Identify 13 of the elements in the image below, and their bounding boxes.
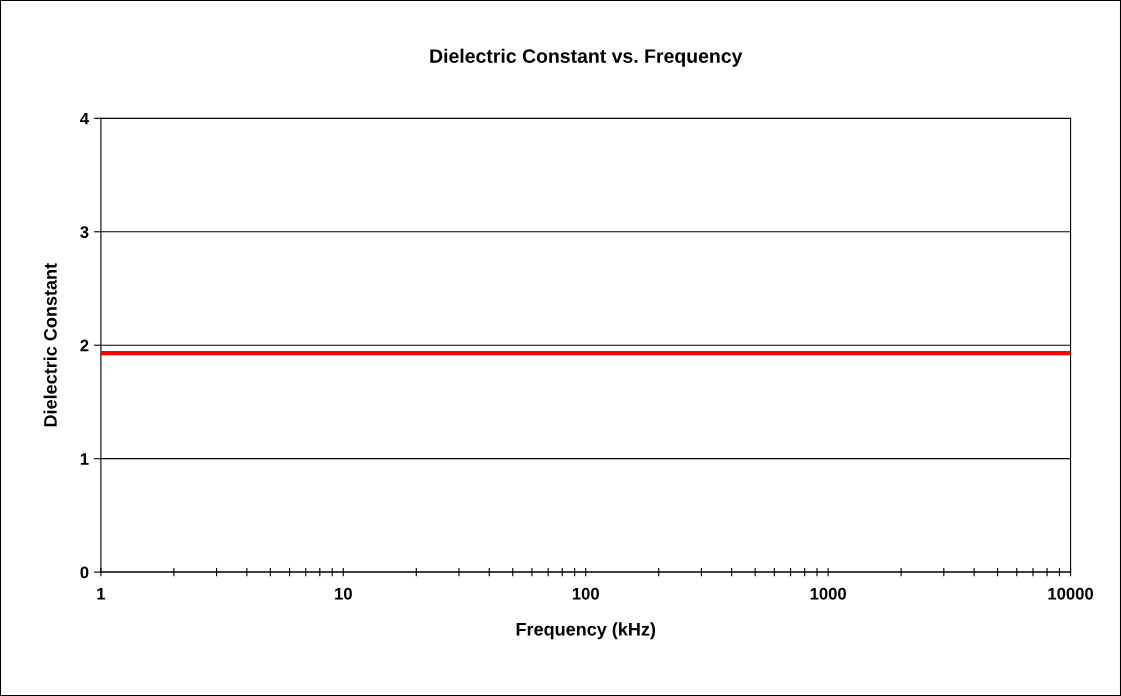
y-tick-label: 2 [80,339,89,352]
y-tick-label: 4 [80,112,89,125]
x-tick-label: 100 [572,587,599,600]
y-tick-label: 3 [80,226,89,238]
x-tick-label: 1000 [810,587,846,600]
y-axis-title: Dielectric Constant [43,263,57,427]
x-axis-title: Frequency (kHz) [516,622,656,640]
y-tick-label: 0 [80,566,89,579]
x-tick-label: 10 [335,587,352,600]
y-tick-label: 1 [80,453,89,465]
chart-title: Dielectric Constant vs. Frequency [430,48,743,67]
x-tick-label: 10000 [1048,587,1094,600]
x-tick-label: 1 [97,588,106,600]
